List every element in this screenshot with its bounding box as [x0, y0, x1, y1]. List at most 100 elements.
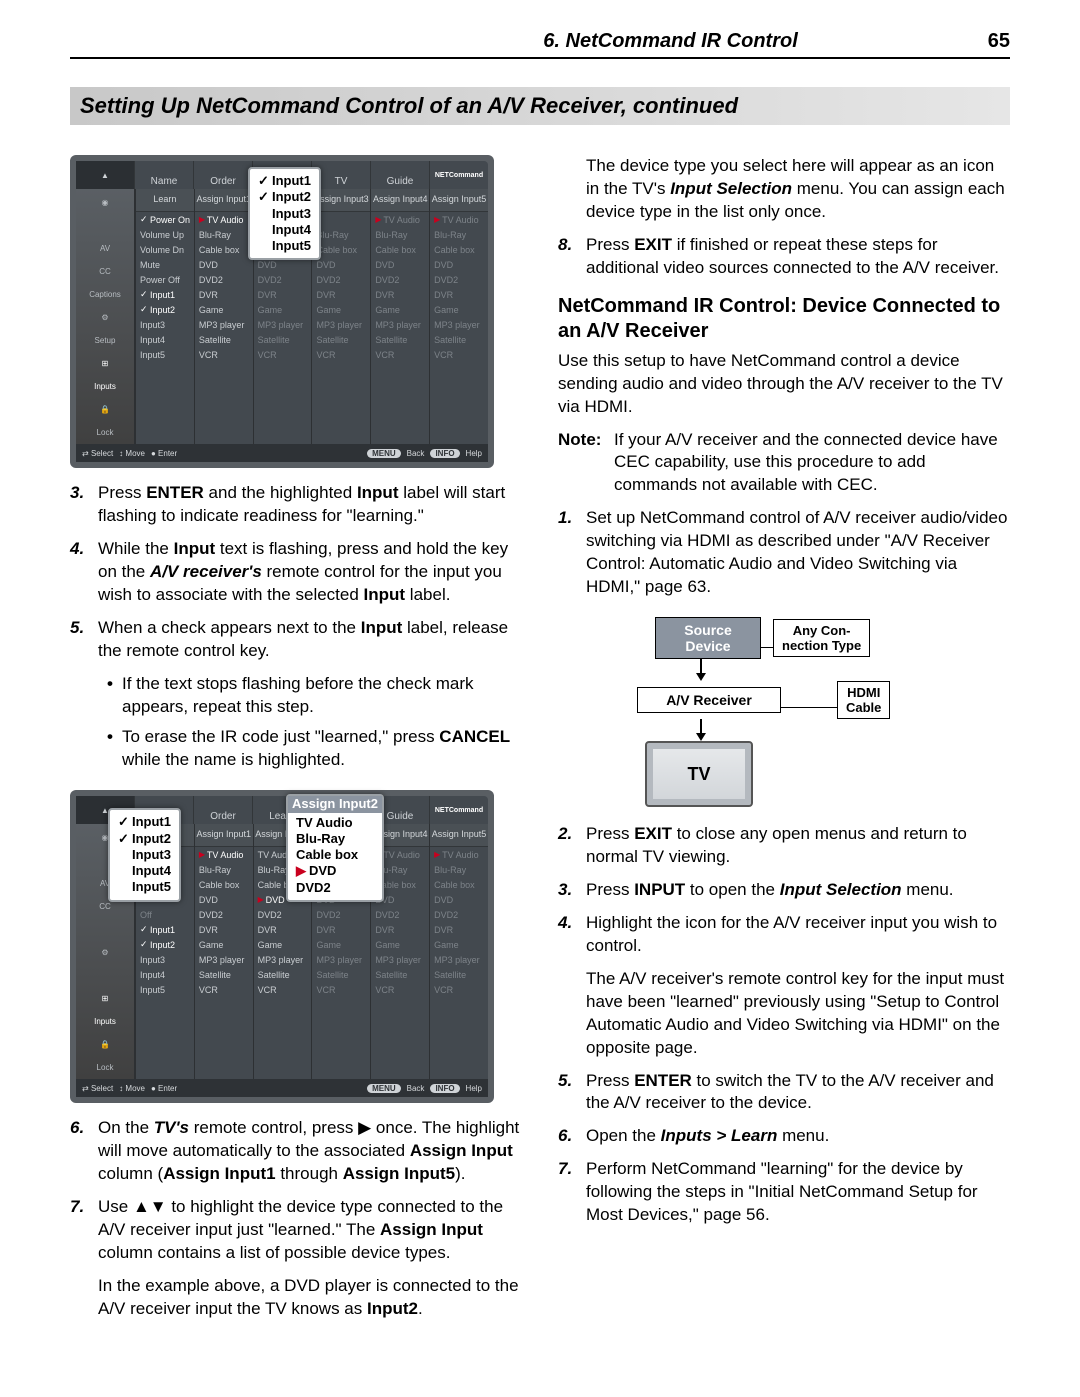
- step-text: Perform NetCommand "learning" for the de…: [586, 1158, 1010, 1227]
- menu-item: Blu-Ray: [312, 227, 370, 242]
- cc-icon: CC: [76, 260, 134, 283]
- popup-item: Input4: [272, 222, 311, 237]
- col-header: Order: [193, 161, 252, 189]
- menu-item: DVR: [199, 290, 218, 300]
- tv-screenshot-1: ▲ Name Order Learn TV Guide NETCommand ◉…: [70, 155, 494, 468]
- step-number: 1.: [558, 507, 586, 599]
- assign-popup: Assign Input2 TV Audio Blu-Ray Cable box…: [286, 794, 384, 902]
- bullet-dot: •: [98, 673, 122, 719]
- menu-item: DVD: [312, 257, 370, 272]
- note-body: If your A/V receiver and the connected d…: [614, 429, 1010, 498]
- any-connection-label: Any Con- nection Type: [773, 619, 870, 657]
- step-number: 5.: [70, 617, 98, 663]
- menu-item: MP3 player: [430, 317, 488, 332]
- menu-item: Game: [371, 302, 429, 317]
- menu-item: Input5: [140, 350, 165, 360]
- tv-screenshot-2: ▲ Name Order Learn Guide NETCommand ◉ AV…: [70, 790, 494, 1103]
- sub-header: Assign Input1: [195, 824, 253, 847]
- menu-item: DVD2: [199, 275, 223, 285]
- menu-item: Satellite: [371, 332, 429, 347]
- step-number: 6.: [70, 1117, 98, 1186]
- step-number: 4.: [70, 538, 98, 607]
- side-label: Inputs: [76, 375, 134, 398]
- step-text: Use ▲▼ to highlight the device type conn…: [98, 1196, 522, 1265]
- popup-item: Input1: [272, 173, 311, 188]
- side-icon-strip: ◉ AV CC Captions ⚙ Setup ⊞ Inputs 🔒 Lock: [76, 189, 135, 444]
- popup-item: Input5: [272, 238, 311, 253]
- step-tail-text: In the example above, a DVD player is co…: [98, 1275, 522, 1321]
- sub-header: Assign Input3: [312, 189, 370, 212]
- menu-item: Game: [199, 305, 224, 315]
- step-number: 2.: [558, 823, 586, 869]
- menu-item: DVD2: [312, 272, 370, 287]
- step-number: 5.: [558, 1070, 586, 1116]
- step-text: When a check appears next to the Input l…: [98, 617, 522, 663]
- inputs-icon: ⊞: [76, 352, 134, 375]
- step-number: 6.: [558, 1125, 586, 1148]
- input-popup-left: ✓Input1 ✓Input2 Input3 Input4 Input5: [108, 808, 181, 901]
- back-hint: Back: [407, 449, 425, 458]
- step-inset-text: The A/V receiver's remote control key fo…: [586, 968, 1010, 1060]
- sub-header: Learn: [136, 189, 194, 212]
- menu-item: Input3: [140, 320, 165, 330]
- step-text: Press EXIT to close any open menus and r…: [586, 823, 1010, 869]
- menu-item: Cable box: [312, 242, 370, 257]
- menu-item: Cable box: [371, 242, 429, 257]
- netcommand-badge: NETCommand: [429, 796, 488, 824]
- move-hint: ↕ Move: [119, 449, 145, 458]
- help-hint: Help: [466, 449, 482, 458]
- sub-header: Assign Input1: [195, 189, 253, 212]
- menu-item: Volume Dn: [140, 245, 184, 255]
- menu-item: VCR: [312, 347, 370, 362]
- step-text: Highlight the icon for the A/V receiver …: [586, 912, 1010, 958]
- hdmi-cable-label: HDMI Cable: [837, 681, 890, 719]
- step-number: 8.: [558, 234, 586, 280]
- menu-pill: MENU: [367, 449, 401, 458]
- note-label: Note:: [558, 429, 614, 498]
- av-icon: AV: [76, 237, 134, 260]
- enter-hint: ● Enter: [151, 449, 177, 458]
- sub-header: Assign Input4: [371, 189, 429, 212]
- menu-item: MP3 player: [312, 317, 370, 332]
- side-label: Lock: [76, 421, 134, 444]
- side-icon: ⚙: [76, 306, 134, 329]
- menu-item: Volume Up: [140, 230, 184, 240]
- tv-box: TV: [645, 741, 753, 807]
- menu-item: DVD: [258, 260, 277, 270]
- step-text: On the TV's remote control, press ▶ once…: [98, 1117, 522, 1186]
- side-label: Captions: [76, 283, 134, 306]
- step-text: While the Input text is flashing, press …: [98, 538, 522, 607]
- step-number: 3.: [558, 879, 586, 902]
- popup-item: Input3: [272, 206, 311, 221]
- step-number: 7.: [70, 1196, 98, 1265]
- menu-item: DVR: [258, 290, 277, 300]
- side-icon: [76, 214, 134, 237]
- sub-header: Assign Input5: [430, 824, 488, 847]
- menu-item: Satellite: [258, 335, 290, 345]
- bullet-text: If the text stops flashing before the ch…: [122, 673, 522, 719]
- menu-item: Cable box: [199, 245, 240, 255]
- menu-item: Game: [258, 305, 283, 315]
- menu-item: DVD: [371, 257, 429, 272]
- menu-item: [312, 212, 370, 227]
- section-title: Setting Up NetCommand Control of an A/V …: [70, 87, 1010, 125]
- menu-item: DVR: [430, 287, 488, 302]
- menu-item: Satellite: [312, 332, 370, 347]
- step-text: Press ENTER to switch the TV to the A/V …: [586, 1070, 1010, 1116]
- menu-item: DVR: [312, 287, 370, 302]
- menu-item: VCR: [430, 347, 488, 362]
- menu-item: Input2: [150, 305, 175, 315]
- netcommand-badge: NETCommand: [429, 161, 488, 189]
- menu-item: Blu-Ray: [371, 227, 429, 242]
- menu-item: MP3 player: [371, 317, 429, 332]
- step-text: Open the Inputs > Learn menu.: [586, 1125, 1010, 1148]
- bullet-text: To erase the IR code just "learned," pre…: [122, 726, 522, 772]
- menu-item: VCR: [371, 347, 429, 362]
- menu-item: VCR: [199, 350, 218, 360]
- col-header: Guide: [370, 161, 429, 189]
- menu-item: DVD2: [371, 272, 429, 287]
- subsection-intro: Use this setup to have NetCommand contro…: [558, 350, 1010, 419]
- mitsubishi-logo: ▲: [76, 161, 134, 189]
- source-device-box: Source Device: [655, 617, 761, 659]
- sub-header: Assign Input5: [430, 189, 488, 212]
